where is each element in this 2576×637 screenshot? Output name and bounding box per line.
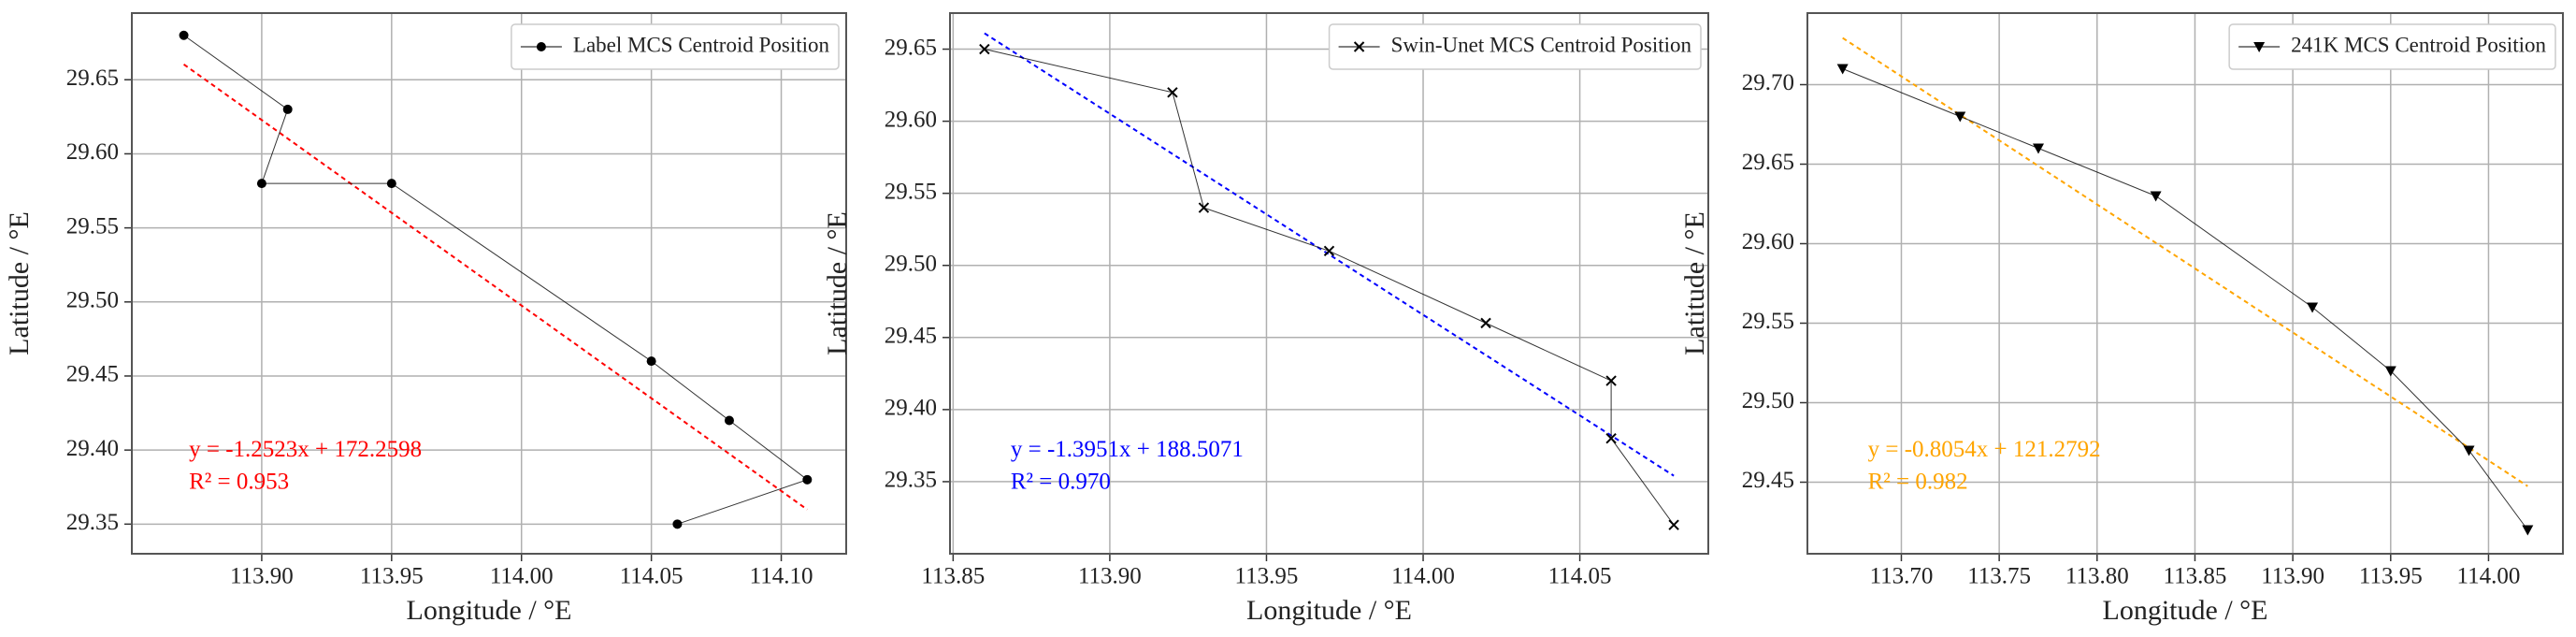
- fit-r2: R² = 0.982: [1868, 470, 1968, 495]
- marker: [179, 30, 189, 40]
- x-tick-label: 113.90: [230, 564, 294, 589]
- y-tick-label: 29.45: [66, 362, 119, 387]
- series-line: [984, 49, 1675, 526]
- plot-frame: [131, 12, 847, 555]
- legend-marker: [2253, 42, 2266, 52]
- legend-label: Label MCS Centroid Position: [573, 33, 830, 56]
- y-axis-label: Latitude / °E: [4, 211, 35, 355]
- x-tick-label: 113.85: [2164, 564, 2227, 589]
- y-tick-label: 29.45: [885, 324, 937, 349]
- legend-marker: [536, 42, 546, 51]
- x-tick-label: 114.10: [750, 564, 813, 589]
- y-tick-label: 29.50: [1742, 388, 1794, 413]
- marker: [1480, 317, 1491, 329]
- y-tick-label: 29.65: [66, 65, 119, 91]
- x-tick-label: 113.95: [360, 564, 424, 589]
- subplot: 113.85 113.90 113.95 114.00 114.05 29.35 29.40…: [822, 12, 1709, 626]
- y-tick-label: 29.40: [885, 396, 937, 421]
- y-tick-label: 29.70: [1742, 70, 1794, 95]
- legend-marker: [1353, 41, 1365, 52]
- y-tick-label: 29.50: [885, 251, 937, 276]
- x-tick-label: 113.80: [2065, 564, 2129, 589]
- marker: [724, 415, 734, 426]
- x-tick-label: 114.00: [2457, 564, 2521, 589]
- subplot: 113.70 113.75 113.80 113.85 113.90 113.95 114.…: [1679, 12, 2564, 626]
- marker: [386, 179, 396, 189]
- x-tick-label: 113.85: [921, 564, 985, 589]
- marker: [2033, 143, 2045, 154]
- y-tick-label: 29.50: [66, 288, 119, 313]
- marker: [1198, 202, 1210, 213]
- legend-box: [1328, 23, 1702, 70]
- marker: [1668, 519, 1679, 530]
- y-tick-label: 29.35: [66, 510, 119, 535]
- y-tick-label: 29.60: [66, 139, 119, 165]
- legend: Swin-Unet MCS Centroid Position: [1328, 23, 1702, 70]
- marker: [282, 104, 293, 114]
- marker: [1605, 432, 1617, 444]
- marker: [802, 474, 813, 485]
- marker: [1954, 111, 1966, 123]
- y-tick-label: 29.45: [1742, 468, 1794, 493]
- x-tick-label: 114.00: [1391, 564, 1455, 589]
- x-axis-label: Longitude / °E: [407, 595, 572, 626]
- legend-label: 241K MCS Centroid Position: [2291, 33, 2546, 56]
- x-axis-label: Longitude / °E: [1246, 595, 1412, 626]
- legend-box: [2228, 23, 2556, 70]
- marker: [1605, 375, 1617, 386]
- legend-label: Swin-Unet MCS Centroid Position: [1391, 33, 1692, 56]
- fit-r2: R² = 0.970: [1011, 470, 1111, 495]
- subplot: 113.90 113.95 114.00 114.05 114.10 29.35 29.40…: [4, 12, 847, 626]
- marker: [979, 43, 990, 55]
- fit-line: [984, 32, 1675, 477]
- legend: Label MCS Centroid Position: [511, 23, 840, 70]
- marker: [1167, 87, 1178, 98]
- fit-equation: y = -1.2523x + 172.2598: [189, 437, 422, 462]
- y-tick-label: 29.65: [885, 35, 937, 60]
- plot-frame: [1806, 12, 2564, 555]
- marker: [2384, 366, 2396, 377]
- y-tick-label: 29.55: [1742, 309, 1794, 334]
- fit-equation: y = -0.8054x + 121.2792: [1868, 437, 2101, 462]
- fit-equation: y = -1.3951x + 188.5071: [1011, 437, 1244, 462]
- legend: 241K MCS Centroid Position: [2228, 23, 2556, 70]
- marker: [672, 519, 683, 529]
- y-tick-label: 29.60: [885, 107, 937, 132]
- y-tick-label: 29.40: [66, 436, 119, 461]
- marker: [2522, 525, 2534, 536]
- x-tick-label: 113.90: [1078, 564, 1142, 589]
- marker: [2307, 302, 2319, 313]
- marker: [646, 356, 656, 367]
- series-line: [183, 35, 809, 525]
- y-tick-label: 29.35: [885, 468, 937, 493]
- y-axis-label: Latitude / °E: [822, 211, 853, 355]
- marker: [256, 179, 266, 189]
- series-line: [1842, 68, 2528, 530]
- marker: [1323, 245, 1335, 257]
- fit-line: [182, 63, 808, 511]
- y-axis-label: Latitude / °E: [1679, 211, 1710, 355]
- x-tick-label: 113.75: [1967, 564, 2031, 589]
- y-tick-label: 29.55: [66, 213, 119, 239]
- x-tick-label: 113.90: [2261, 564, 2324, 589]
- x-tick-label: 114.00: [490, 564, 554, 589]
- plot-frame: [949, 12, 1709, 555]
- fit-r2: R² = 0.953: [189, 470, 289, 495]
- y-tick-label: 29.65: [1742, 150, 1794, 175]
- legend-box: [511, 23, 840, 70]
- marker: [2463, 445, 2475, 456]
- y-tick-label: 29.60: [1742, 229, 1794, 254]
- x-axis-label: Longitude / °E: [2103, 595, 2268, 626]
- x-tick-label: 114.05: [1548, 564, 1612, 589]
- marker: [1836, 64, 1849, 75]
- y-tick-label: 29.55: [885, 179, 937, 204]
- x-tick-label: 113.70: [1870, 564, 1934, 589]
- x-tick-label: 114.05: [620, 564, 684, 589]
- x-tick-label: 113.95: [1235, 564, 1299, 589]
- fit-line: [1842, 36, 2528, 487]
- x-tick-label: 113.95: [2359, 564, 2423, 589]
- marker: [2150, 191, 2162, 202]
